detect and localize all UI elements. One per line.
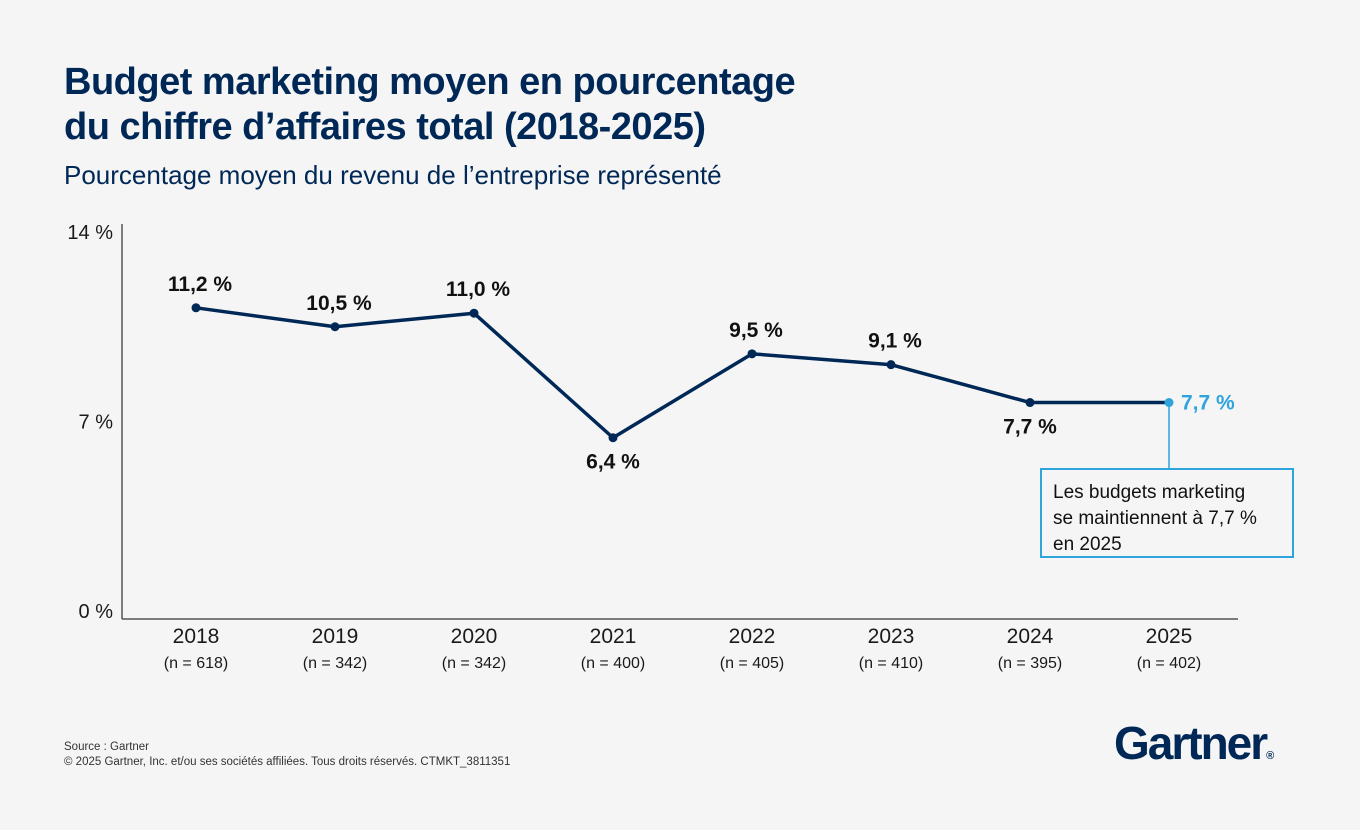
data-label: 9,1 % [868,330,922,353]
registered-mark: ® [1266,750,1275,762]
x-tick-sample-size: (n = 405) [720,655,784,672]
chart-subtitle: Pourcentage moyen du revenu de l’entrepr… [64,160,722,190]
data-point [747,349,757,359]
annotation-callout: Les budgets marketing se maintiennent à … [1040,468,1294,558]
data-label: 11,0 % [446,278,511,301]
x-tick-label: 2024 [1007,625,1054,648]
data-point [330,322,340,332]
data-label: 10,5 % [306,292,372,315]
y-axis-ticks: 0 % 7 % 14 % [67,222,113,623]
gartner-logo: Gartner® [1114,716,1274,770]
data-label: 9,5 % [729,319,783,342]
callout-line-2: se maintiennent à 7,7 % [1053,508,1257,529]
source-note: Source : Gartner [64,741,150,753]
copyright-note: © 2025 Gartner, Inc. et/ou ses sociétés … [64,756,511,768]
callout-line-3: en 2025 [1053,534,1122,555]
x-tick-label: 2021 [590,625,637,648]
chart-title: Budget marketing moyen en pourcentage du… [64,60,964,150]
chart-title-line-1: Budget marketing moyen en pourcentage [64,61,796,103]
data-point [1164,398,1174,408]
data-label: 7,7 % [1181,392,1235,415]
x-tick-sample-size: (n = 618) [164,655,228,672]
y-tick-label: 7 % [79,412,114,434]
x-tick-label: 2025 [1146,625,1193,648]
data-point [191,303,201,313]
data-labels: 11,2 % 10,5 % 11,0 % 6,4 % 9,5 % 9,1 % 7,7 % 7,… [168,273,1235,474]
footer: Source : Gartner © 2025 Gartner, Inc. et… [64,740,510,770]
x-tick-label: 2023 [868,625,915,648]
data-point [608,433,618,443]
x-axis-ticks: 2018 (n = 618) 2019 (n = 342) 2020 (n = 342) 2… [164,625,1201,672]
x-tick-label: 2022 [729,625,776,648]
y-tick-label: 0 % [79,601,114,623]
series-line-group [191,303,1174,468]
y-tick-label: 14 % [67,222,113,244]
data-label: 6,4 % [586,451,640,474]
x-tick-sample-size: (n = 395) [998,655,1062,672]
x-tick-label: 2018 [173,625,220,648]
series-line [195,306,1169,440]
chart-title-line-2: du chiffre d’affaires total (2018-2025) [64,106,706,148]
logo-text: Gartner [1114,717,1268,769]
x-tick-sample-size: (n = 402) [1137,655,1201,672]
data-label: 7,7 % [1003,416,1057,439]
x-tick-label: 2020 [451,625,498,648]
data-point [886,360,896,370]
data-point [469,308,479,318]
x-tick-label: 2019 [312,625,359,648]
x-tick-sample-size: (n = 342) [303,655,367,672]
data-label: 11,2 % [168,273,233,296]
x-tick-sample-size: (n = 410) [859,655,923,672]
x-tick-sample-size: (n = 400) [581,655,645,672]
x-tick-sample-size: (n = 342) [442,655,506,672]
data-point [1025,398,1035,408]
callout-line-1: Les budgets marketing [1053,482,1246,503]
